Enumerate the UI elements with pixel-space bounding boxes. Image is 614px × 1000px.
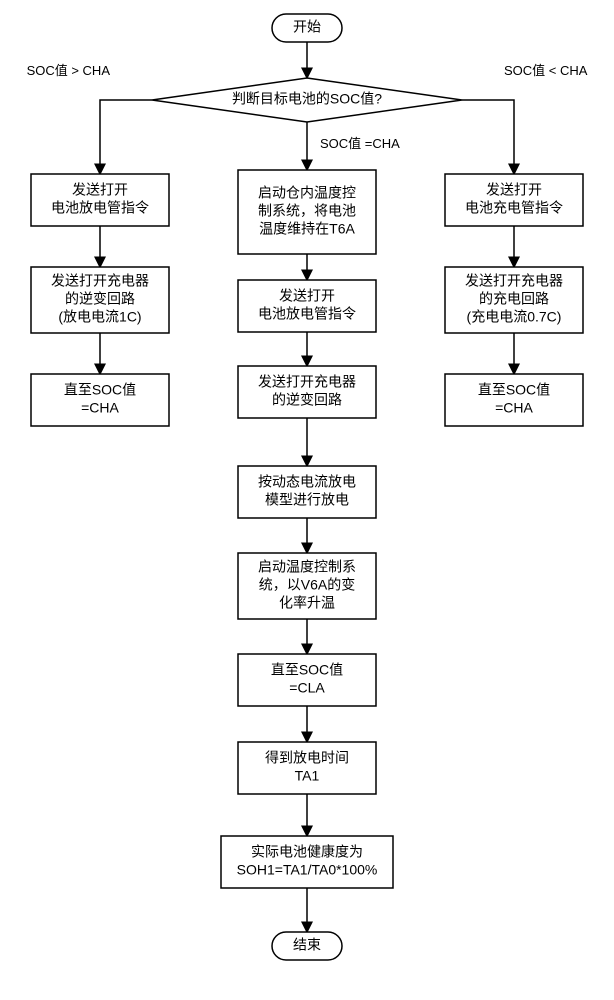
flowchart-canvas: 开始判断目标电池的SOC值?发送打开电池放电管指令发送打开充电器的逆变回路(放电… <box>0 0 614 1000</box>
node-text: 启动仓内温度控 <box>258 185 356 201</box>
node-c4: 按动态电流放电模型进行放电 <box>238 466 376 518</box>
edge-decision-r1 <box>462 100 514 174</box>
node-text: 发送打开充电器 <box>465 273 563 289</box>
node-text: 化率升温 <box>279 595 335 611</box>
node-text: 制系统，将电池 <box>258 203 356 219</box>
node-c2: 发送打开电池放电管指令 <box>238 280 376 332</box>
node-c3: 发送打开充电器的逆变回路 <box>238 366 376 418</box>
node-decision: 判断目标电池的SOC值? <box>152 78 462 122</box>
node-r3: 直至SOC值 =CHA <box>445 374 583 426</box>
node-text: 统，以V6A的变 <box>259 577 355 593</box>
node-text: SOH1=TA1/TA0*100% <box>237 862 378 878</box>
node-text: (充电电流0.7C) <box>467 309 562 325</box>
node-l2: 发送打开充电器的逆变回路 (放电电流1C) <box>31 267 169 333</box>
node-start: 开始 <box>272 14 342 42</box>
node-text: 启动温度控制系 <box>258 559 356 575</box>
node-l3: 直至SOC值 =CHA <box>31 374 169 426</box>
node-c8: 实际电池健康度为 SOH1=TA1/TA0*100% <box>221 836 393 888</box>
node-text: 直至SOC值 <box>64 382 136 398</box>
node-c1: 启动仓内温度控制系统，将电池温度维持在T6A <box>238 170 376 254</box>
node-text: 发送打开充电器 <box>258 374 356 390</box>
node-text: 的逆变回路 <box>272 392 342 408</box>
node-text: 发送打开 <box>486 182 542 198</box>
node-text: 发送打开 <box>72 182 128 198</box>
node-text: 直至SOC值 <box>478 382 550 398</box>
node-c6: 直至SOC值 =CLA <box>238 654 376 706</box>
node-l1: 发送打开电池放电管指令 <box>31 174 169 226</box>
edge-label: SOC值 < CHA <box>504 63 588 78</box>
node-end: 结束 <box>272 932 342 960</box>
node-text: 按动态电流放电 <box>258 474 356 490</box>
edge-label: SOC值 =CHA <box>320 136 400 151</box>
node-c5: 启动温度控制系统，以V6A的变化率升温 <box>238 553 376 619</box>
edge-decision-l1 <box>100 100 152 174</box>
node-text: 电池充电管指令 <box>465 200 563 216</box>
node-text: 得到放电时间 <box>265 750 349 766</box>
node-text: 发送打开 <box>279 288 335 304</box>
node-c7: 得到放电时间 TA1 <box>238 742 376 794</box>
node-text: =CHA <box>495 400 533 416</box>
node-text: TA1 <box>295 768 320 784</box>
node-text: 电池放电管指令 <box>258 306 356 322</box>
node-text: =CHA <box>81 400 119 416</box>
node-text: =CLA <box>289 680 325 696</box>
node-text: 发送打开充电器 <box>51 273 149 289</box>
node-text: 模型进行放电 <box>265 492 349 508</box>
node-text: 判断目标电池的SOC值? <box>232 91 382 107</box>
node-text: 温度维持在T6A <box>259 221 355 237</box>
node-text: 直至SOC值 <box>271 662 343 678</box>
node-text: (放电电流1C) <box>58 309 141 325</box>
node-text: 的充电回路 <box>479 291 549 307</box>
edge-label: SOC值 > CHA <box>27 63 111 78</box>
node-r2: 发送打开充电器的充电回路 (充电电流0.7C) <box>445 267 583 333</box>
node-text: 的逆变回路 <box>65 291 135 307</box>
node-text: 实际电池健康度为 <box>251 844 363 860</box>
node-text: 开始 <box>293 19 321 35</box>
node-text: 结束 <box>293 937 321 953</box>
node-r1: 发送打开电池充电管指令 <box>445 174 583 226</box>
node-text: 电池放电管指令 <box>51 200 149 216</box>
